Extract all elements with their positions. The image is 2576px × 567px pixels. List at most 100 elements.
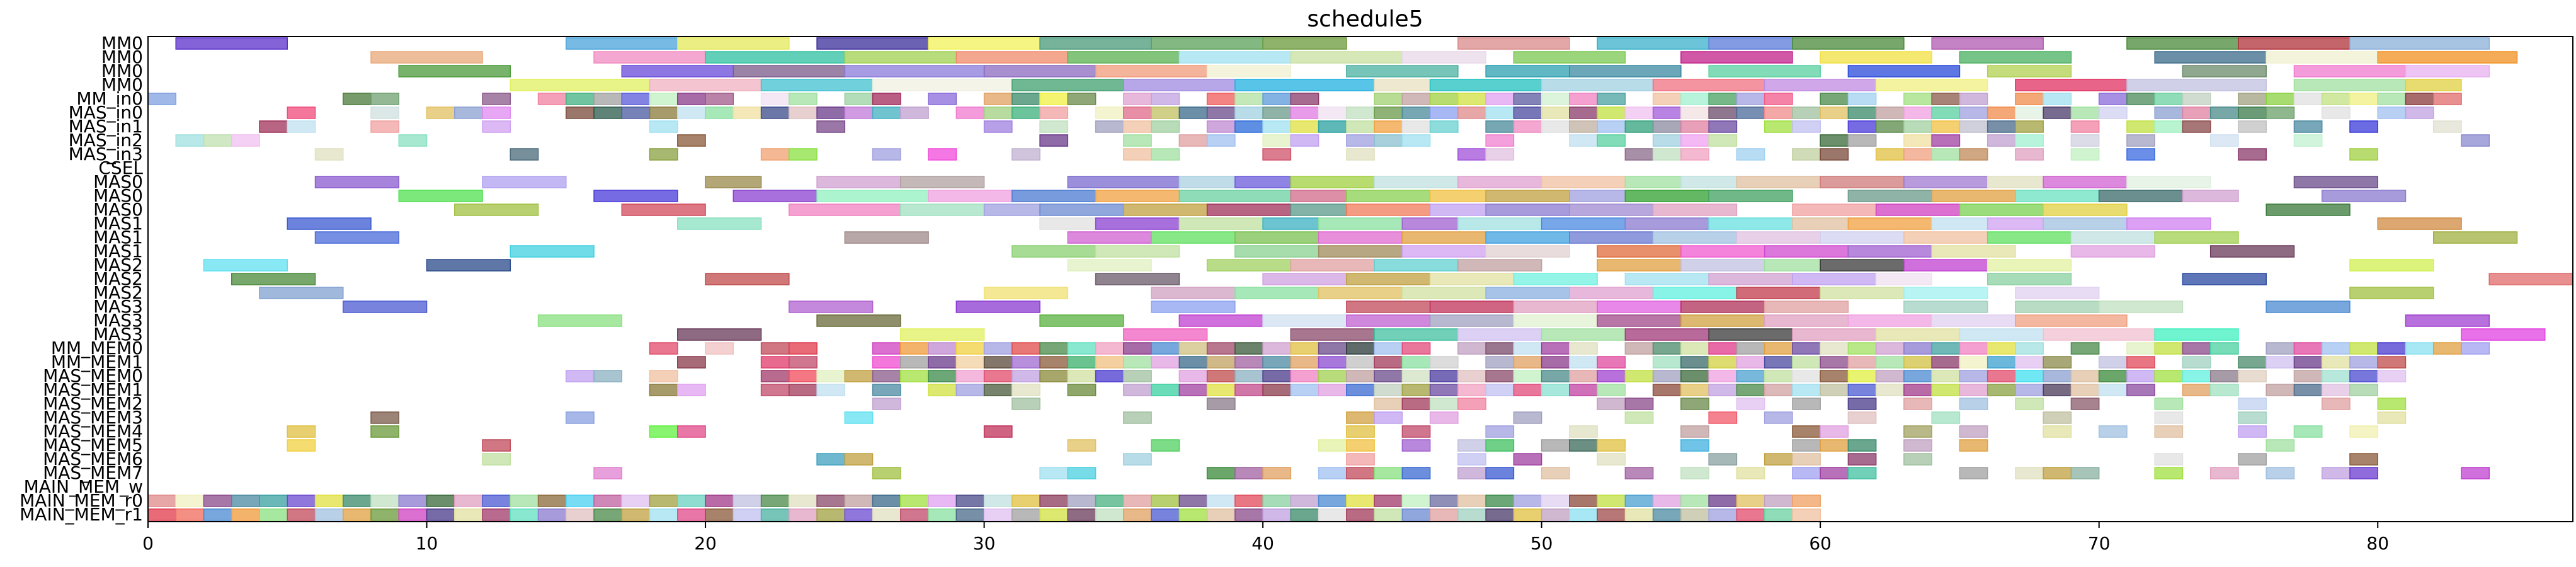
schedule-bar [1986,273,2072,285]
schedule-bar [1485,120,1515,133]
schedule-bar [1290,51,1403,64]
schedule-bar [1485,356,1515,369]
schedule-bar [2349,370,2378,382]
schedule-bar [1290,495,1319,507]
schedule-bar [1569,190,1626,202]
schedule-bar [1262,134,1292,147]
schedule-bar [1820,148,1849,161]
schedule-bar [2349,148,2378,161]
schedule-bar [1736,342,1765,355]
schedule-bar [1374,356,1403,369]
schedule-bar [2238,425,2267,438]
schedule-bar [1792,467,1821,479]
schedule-bar [983,425,1013,438]
schedule-bar [1095,342,1124,355]
schedule-bar [1708,273,1793,285]
schedule-bar [732,495,762,507]
schedule-bar [649,79,762,91]
schedule-bar [1123,148,1152,161]
schedule-bar [1067,370,1097,382]
schedule-bar [760,384,790,396]
schedule-bar [1178,314,1263,327]
schedule-bar [1346,411,1375,424]
schedule-bar [1541,342,1570,355]
schedule-bar [2461,328,2546,341]
schedule-bar [1262,467,1292,479]
schedule-bar [955,106,985,119]
schedule-bar [1346,508,1375,521]
schedule-bar [2182,106,2211,119]
schedule-bar [1234,93,1263,105]
schedule-bar [1624,120,1654,133]
schedule-bar [2154,51,2267,64]
schedule-bar [1847,467,1877,479]
schedule-bar [510,79,651,91]
schedule-bar [2154,411,2184,424]
schedule-bar [2321,93,2351,105]
schedule-bar [2377,411,2407,424]
schedule-bar [1318,508,1347,521]
schedule-bar [2265,356,2295,369]
schedule-bar [1792,203,1877,216]
schedule-bar [1485,370,1515,382]
schedule-bar [1569,203,1654,216]
schedule-bar [789,370,818,382]
schedule-bar [2293,356,2323,369]
schedule-bar [426,106,455,119]
schedule-bar [1847,134,1877,147]
schedule-bar [1095,190,1180,202]
y-tick-label: MAS_MEM1 [43,379,143,400]
schedule-bar [1178,370,1208,382]
schedule-bar [2043,106,2072,119]
schedule-bar [2015,120,2044,133]
schedule-bar [1234,120,1263,133]
schedule-bar [287,425,316,438]
schedule-bar [1123,93,1152,105]
schedule-bar [2265,301,2351,313]
schedule-bar [1485,508,1515,521]
schedule-bar [677,93,706,105]
schedule-bar [1178,176,1236,188]
schedule-bar [147,508,177,521]
schedule-bar [1959,203,2044,216]
schedule-bar [1597,398,1626,410]
schedule-bar [1318,287,1403,299]
schedule-bar [2293,425,2323,438]
schedule-bar [1290,384,1319,396]
schedule-bar [760,356,790,369]
schedule-bar [1039,93,1069,105]
schedule-bar [2154,398,2184,410]
schedule-bar [2265,384,2295,396]
schedule-bar [1067,342,1097,355]
y-tick-label: MAS_in0 [69,102,143,123]
schedule-bar [1012,93,1040,105]
schedule-bar [1234,370,1263,382]
schedule-bar [621,93,651,105]
schedule-bar [1680,120,1709,133]
schedule-bar [1485,425,1515,438]
schedule-bar [1039,370,1069,382]
schedule-bar [1178,134,1208,147]
schedule-bar [593,93,623,105]
schedule-bar [1262,93,1292,105]
y-tick-label: MAIN_MEM_r0 [20,490,143,511]
schedule-bar [1067,231,1152,244]
schedule-bar [566,37,678,50]
schedule-bar [1206,120,1236,133]
schedule-bar [287,217,372,230]
schedule-bar [1792,342,1821,355]
schedule-bar [1820,425,1849,438]
schedule-bar [1485,495,1515,507]
schedule-bar [872,398,901,410]
schedule-bar [1290,356,1319,369]
schedule-bar [1931,245,2016,258]
schedule-bar [2321,398,2351,410]
y-axis-labels: MM0MM0MM0MM0MM_in0MAS_in0MAS_in1MAS_in2M… [20,33,143,525]
schedule-bar [1959,384,1988,396]
schedule-bar [1039,106,1069,119]
schedule-bar [593,51,706,64]
schedule-bar [1012,356,1040,369]
schedule-bar [983,356,1013,369]
schedule-bar [1346,203,1431,216]
schedule-bar [1178,342,1208,355]
